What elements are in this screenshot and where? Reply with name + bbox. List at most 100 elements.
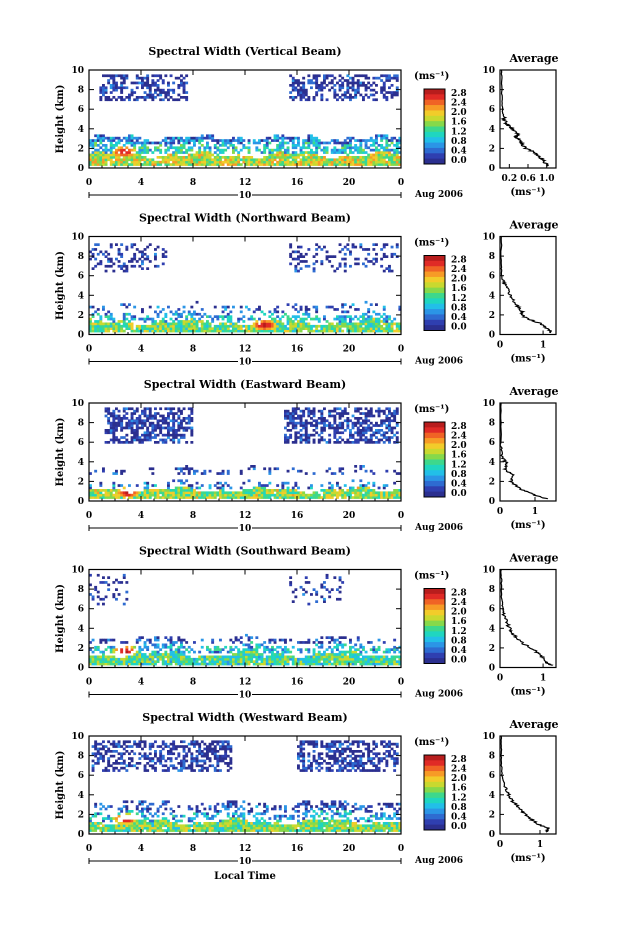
heatmap-cell <box>393 496 397 499</box>
heatmap-cell <box>109 426 113 430</box>
heatmap-cell <box>125 645 129 649</box>
heatmap-cell <box>232 329 235 333</box>
heatmap-cell <box>349 252 352 256</box>
heatmap-cell <box>312 136 316 140</box>
heatmap-cell <box>180 136 183 140</box>
heatmap-cell <box>180 645 183 649</box>
colorbar: 2.82.42.01.61.20.80.40.0 <box>423 588 467 666</box>
heatmap-cell <box>278 655 282 659</box>
heatmap-cell <box>133 252 137 256</box>
heatmap-cell <box>349 322 352 326</box>
heatmap-cell <box>213 315 217 318</box>
heatmap-cell <box>156 636 160 639</box>
heatmap-cell <box>112 322 116 326</box>
heatmap-cell <box>302 322 306 326</box>
heatmap-cell <box>380 139 384 142</box>
heatmap-cell <box>349 329 352 333</box>
heatmap-cell <box>104 641 108 644</box>
heatmap-cell <box>299 417 303 420</box>
heatmap-cell <box>109 421 113 425</box>
heatmap-cell <box>156 660 160 663</box>
heatmap-cell <box>219 662 222 666</box>
heatmap-cell <box>351 491 355 495</box>
heatmap-cell <box>245 643 248 647</box>
heatmap-cell <box>146 496 150 499</box>
heatmap-cell <box>221 317 225 321</box>
heatmap-cell <box>154 426 157 430</box>
heatmap-cell <box>141 491 144 495</box>
heatmap-cell <box>289 245 293 249</box>
heatmap-cell <box>128 426 131 430</box>
heatmap-cell <box>276 491 280 495</box>
heatmap-cell <box>234 156 238 159</box>
heatmap-cell <box>234 496 238 499</box>
heatmap-cell <box>338 163 342 166</box>
heatmap-cell <box>294 595 298 599</box>
heatmap-cell <box>96 153 100 157</box>
colorbar-segment <box>424 491 445 498</box>
heatmap-cell <box>395 662 399 666</box>
heatmap-cell <box>354 491 358 495</box>
heatmap-cell <box>195 493 199 497</box>
heatmap-cell <box>219 160 222 164</box>
heatmap-cell <box>213 648 217 651</box>
heatmap-cell <box>182 96 186 99</box>
heatmap-cell <box>307 141 311 145</box>
heatmap-cell <box>146 648 150 651</box>
heatmap-cell <box>169 317 173 321</box>
heatmap-cell <box>177 655 181 659</box>
heatmap-cell <box>216 139 220 142</box>
heatmap-cell <box>91 650 95 654</box>
heatmap-cell <box>229 660 233 663</box>
heatmap-cell <box>310 421 313 425</box>
colorbar-segment <box>424 432 445 439</box>
heatmap-cell <box>148 660 152 663</box>
heatmap-cell <box>265 493 269 497</box>
heatmap-cell <box>294 412 298 415</box>
heatmap-cell <box>359 315 363 318</box>
heatmap-cell <box>351 146 355 150</box>
heatmap-cell <box>312 588 316 591</box>
heatmap-cell <box>328 421 332 425</box>
heatmap-cell <box>320 417 324 420</box>
heatmap-cell <box>154 329 157 333</box>
heatmap-cell <box>346 438 350 442</box>
heatmap-cell <box>208 484 212 487</box>
heatmap-cell <box>372 148 376 152</box>
heatmap-cell <box>138 146 142 150</box>
heatmap-cell <box>96 148 100 152</box>
heatmap-cell <box>117 489 121 492</box>
heatmap-cell <box>299 329 303 333</box>
heatmap-cell <box>354 308 358 311</box>
heatmap-cell <box>135 424 139 427</box>
heatmap-cell <box>102 576 105 579</box>
heatmap-cell <box>148 86 152 90</box>
heatmap-cell <box>182 160 186 164</box>
heatmap-cell <box>380 324 384 328</box>
heatmap-cell <box>219 139 222 142</box>
heatmap-cell <box>336 93 339 97</box>
heatmap-cell <box>120 657 124 661</box>
heatmap-cell <box>343 252 347 256</box>
heatmap-cell <box>304 407 308 411</box>
heatmap-cell <box>177 327 181 330</box>
colorbar-tick-label: 0.4 <box>451 479 467 489</box>
heatmap-cell <box>393 426 397 430</box>
heatmap-cell <box>232 144 235 147</box>
heatmap-cell <box>190 407 194 411</box>
heatmap-cell <box>250 648 254 651</box>
heatmap-cell <box>372 484 376 487</box>
heatmap-cell <box>359 433 363 437</box>
heatmap-cell <box>317 660 321 663</box>
heatmap-cell <box>102 655 105 659</box>
heatmap-cell <box>156 441 160 444</box>
average-x-tick-label: 1 <box>532 507 538 517</box>
heatmap-cell <box>328 255 332 258</box>
heatmap-cell <box>315 590 319 594</box>
heatmap-cell <box>143 84 147 87</box>
colorbar-segment <box>424 276 445 283</box>
heatmap-cell <box>346 419 350 423</box>
heatmap-cell <box>369 660 373 663</box>
heatmap-cell <box>346 88 350 92</box>
heatmap-cell <box>107 638 111 642</box>
